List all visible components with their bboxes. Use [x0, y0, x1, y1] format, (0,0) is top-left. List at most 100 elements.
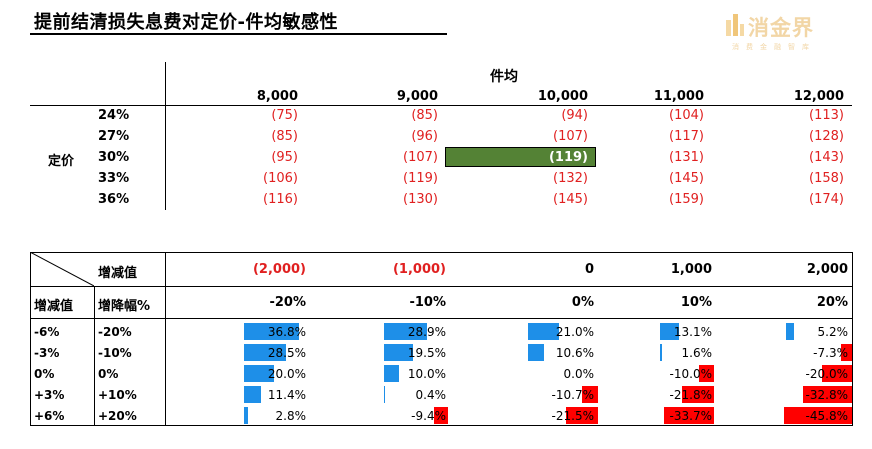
highlight-cell: [445, 147, 596, 167]
table-cell: (143): [809, 150, 844, 165]
table-cell: (145): [553, 192, 588, 207]
data-bar-label: 28.5%: [267, 346, 306, 360]
row-value: -3%: [34, 346, 60, 360]
logo-tagline: 消费金融智库: [732, 43, 816, 51]
change-value-header: 2,000: [806, 262, 848, 277]
table-border-bottom: [30, 425, 852, 426]
data-bar-label: -9.4%: [411, 409, 446, 423]
table-cell: (107): [553, 129, 588, 144]
table-border-top: [30, 252, 852, 253]
table-cell: (132): [553, 171, 588, 186]
data-bar-label: 5.2%: [817, 325, 849, 339]
table-border-left: [30, 252, 31, 425]
table-cell: (119): [403, 171, 438, 186]
data-bar-positive: [244, 407, 249, 424]
table-cell: (128): [809, 129, 844, 144]
table-cell: (94): [561, 108, 588, 123]
change-value-header: (2,000): [252, 262, 306, 277]
data-bar-label: -20.0%: [805, 367, 848, 381]
row-header: 36%: [98, 192, 130, 207]
header-divider-vertical: [165, 62, 166, 210]
data-bar-label: 28.9%: [407, 325, 446, 339]
pct-header: -20%: [269, 295, 306, 310]
column-header: 11,000: [653, 89, 704, 104]
pct-header: 20%: [816, 295, 848, 310]
row-pct: -10%: [98, 346, 132, 360]
pct-header-label: 增降幅%: [98, 299, 151, 314]
table-cell: (96): [411, 129, 438, 144]
column-header: 9,000: [396, 89, 438, 104]
row-value: -6%: [34, 325, 60, 339]
data-bar-positive: [660, 344, 663, 361]
table-cell: (117): [669, 129, 704, 144]
header-divider-1: [30, 286, 852, 287]
column-group-label: 件均: [490, 69, 518, 85]
data-bar-negative: [434, 407, 448, 424]
column-header: 8,000: [256, 89, 298, 104]
row-header: 33%: [98, 171, 130, 186]
data-bar-label: 10.0%: [407, 367, 446, 381]
data-bar-label: -10.7%: [551, 388, 594, 402]
change-value-header: 1,000: [670, 262, 712, 277]
table-cell: (119): [548, 150, 588, 165]
data-bar-label: -33.7%: [669, 409, 712, 423]
row-group-label: 定价: [48, 154, 75, 169]
data-bar-positive: [384, 344, 413, 361]
data-bar-positive: [244, 386, 261, 403]
header-divider-horizontal: [30, 105, 852, 106]
row-header: 27%: [98, 129, 130, 144]
data-bar-negative: [681, 386, 714, 403]
table-cell: (159): [669, 192, 704, 207]
row-header: 30%: [98, 150, 130, 165]
data-bar-negative: [803, 386, 852, 403]
data-bar-positive: [244, 323, 299, 340]
data-bar-label: 13.1%: [673, 325, 712, 339]
data-bar-label: 11.4%: [267, 388, 306, 402]
row-value-header-label: 增减值: [34, 299, 74, 314]
data-bar-label: -21.5%: [551, 409, 594, 423]
data-bar-negative: [784, 407, 852, 424]
data-bar-label: -7.3%: [813, 346, 848, 360]
data-bar-positive: [244, 344, 287, 361]
table-cell: (174): [809, 192, 844, 207]
row-pct: +10%: [98, 388, 137, 402]
table-cell: (113): [809, 108, 844, 123]
title-underline: [30, 33, 447, 35]
table-cell: (131): [669, 150, 704, 165]
data-bar-negative: [582, 386, 598, 403]
header-divider-2: [30, 318, 852, 319]
data-bar-negative: [841, 344, 852, 361]
table-cell: (75): [271, 108, 298, 123]
data-bar-label: 21.0%: [555, 325, 594, 339]
column-divider-2: [165, 252, 166, 425]
data-bar-label: 10.6%: [555, 346, 594, 360]
row-header: 24%: [98, 108, 130, 123]
data-bar-label: 19.5%: [407, 346, 446, 360]
column-header: 12,000: [793, 89, 844, 104]
data-bar-label: 20.0%: [267, 367, 306, 381]
row-pct: 0%: [98, 367, 119, 381]
table-cell: (107): [403, 150, 438, 165]
table-cell: (116): [263, 192, 298, 207]
data-bar-label: 0.4%: [415, 388, 447, 402]
change-value-header-label: 增减值: [98, 266, 138, 281]
table-border-right: [852, 252, 853, 426]
column-divider-1: [94, 286, 95, 425]
table-cell: (95): [271, 150, 298, 165]
pct-header: 0%: [571, 295, 594, 310]
data-bar-label: -32.8%: [805, 388, 848, 402]
row-value: +6%: [34, 409, 65, 423]
data-bar-label: -21.8%: [669, 388, 712, 402]
row-pct: -20%: [98, 325, 132, 339]
column-header: 10,000: [537, 89, 588, 104]
row-value: +3%: [34, 388, 65, 402]
data-bar-negative: [699, 365, 714, 382]
table-cell: (158): [809, 171, 844, 186]
data-bar-positive: [384, 323, 427, 340]
row-pct: +20%: [98, 409, 137, 423]
data-bar-negative: [822, 365, 852, 382]
table-cell: (106): [263, 171, 298, 186]
data-bar-label: 1.6%: [681, 346, 713, 360]
table-cell: (85): [411, 108, 438, 123]
data-bar-positive: [786, 323, 794, 340]
